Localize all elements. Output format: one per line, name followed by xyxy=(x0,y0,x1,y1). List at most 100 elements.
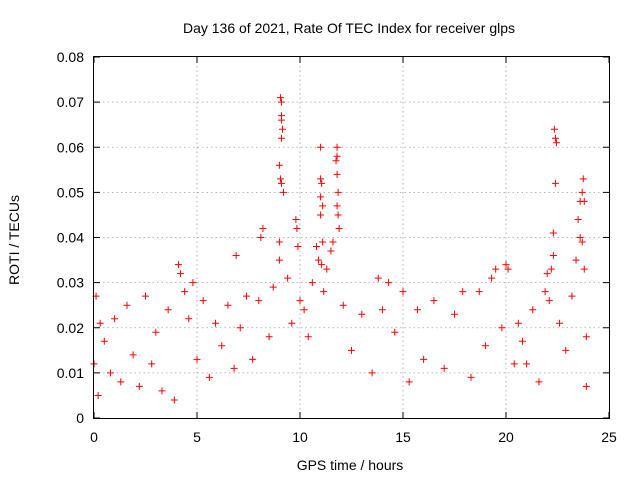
data-point xyxy=(255,297,263,305)
data-point xyxy=(578,238,586,246)
y-tick-label: 0.08 xyxy=(57,49,84,65)
data-point xyxy=(292,215,300,223)
data-point xyxy=(111,315,119,323)
data-point xyxy=(275,238,283,246)
data-point xyxy=(385,279,393,287)
data-point xyxy=(318,179,326,187)
data-point xyxy=(135,382,143,390)
data-point xyxy=(504,265,512,273)
y-tick-label: 0.03 xyxy=(57,275,84,291)
data-point xyxy=(510,360,518,368)
data-point xyxy=(94,391,102,399)
data-point xyxy=(549,229,557,237)
plot-frame xyxy=(93,56,610,419)
data-point xyxy=(277,98,285,106)
data-point xyxy=(288,319,296,327)
data-point xyxy=(164,306,172,314)
data-point xyxy=(318,261,326,269)
data-point xyxy=(304,333,312,341)
data-point xyxy=(550,125,558,133)
y-tick-label: 0 xyxy=(76,410,84,426)
data-point xyxy=(413,306,421,314)
data-point xyxy=(259,224,267,232)
data-point xyxy=(378,306,386,314)
data-point xyxy=(391,328,399,336)
data-point xyxy=(242,292,250,300)
data-point xyxy=(481,342,489,350)
data-point xyxy=(212,319,220,327)
data-point xyxy=(236,324,244,332)
data-point xyxy=(189,279,197,287)
y-tick-label: 0.07 xyxy=(57,94,84,110)
data-point xyxy=(334,188,342,196)
data-point xyxy=(276,94,284,102)
data-point xyxy=(492,265,500,273)
data-point xyxy=(523,360,531,368)
y-tick-label: 0.05 xyxy=(57,184,84,200)
data-point xyxy=(232,252,240,260)
data-point xyxy=(177,270,185,278)
data-point xyxy=(333,202,341,210)
data-point xyxy=(249,355,257,363)
data-point xyxy=(440,364,448,372)
data-point xyxy=(514,319,522,327)
data-point xyxy=(582,382,590,390)
data-point xyxy=(475,288,483,296)
data-point xyxy=(312,243,320,251)
data-point xyxy=(280,188,288,196)
x-axis-tick-labels: 0 5 10 15 20 25 xyxy=(90,429,617,445)
data-point xyxy=(317,193,325,201)
data-point xyxy=(152,328,160,336)
data-point xyxy=(576,234,584,241)
data-point xyxy=(117,378,125,386)
data-point xyxy=(333,143,341,151)
data-point xyxy=(420,355,428,363)
data-point xyxy=(358,310,366,318)
data-point xyxy=(224,301,232,309)
chart-title: Day 136 of 2021, Rate Of TEC Index for r… xyxy=(183,20,515,36)
data-point xyxy=(148,360,156,368)
data-point xyxy=(488,274,496,282)
data-point xyxy=(339,301,347,309)
data-point xyxy=(580,197,588,205)
data-point xyxy=(278,125,286,133)
data-point xyxy=(320,288,328,296)
x-tick-label: 10 xyxy=(292,429,308,445)
data-point xyxy=(374,274,382,282)
data-point xyxy=(100,337,108,345)
data-point xyxy=(294,243,302,251)
data-point xyxy=(123,301,131,309)
data-point xyxy=(205,373,213,381)
data-point xyxy=(467,373,475,381)
data-point xyxy=(498,324,506,332)
data-point xyxy=(332,157,340,165)
data-point xyxy=(181,288,189,296)
data-point xyxy=(327,247,335,255)
data-point xyxy=(335,224,343,232)
data-point xyxy=(199,297,207,305)
data-point xyxy=(276,175,284,183)
data-point xyxy=(319,202,327,210)
data-point xyxy=(459,288,467,296)
grid-lines xyxy=(94,57,609,418)
data-point xyxy=(300,306,308,314)
data-point xyxy=(518,337,526,345)
data-point xyxy=(399,288,407,296)
data-point xyxy=(579,175,587,183)
data-point xyxy=(129,351,137,359)
data-point xyxy=(185,315,193,323)
y-tick-label: 0.06 xyxy=(57,139,84,155)
data-point xyxy=(348,346,355,354)
data-point xyxy=(549,252,557,260)
data-point xyxy=(547,265,555,273)
data-point xyxy=(284,274,292,282)
data-point xyxy=(317,175,325,183)
y-tick-label: 0.01 xyxy=(57,365,84,381)
data-point xyxy=(333,170,341,178)
data-point xyxy=(572,256,580,264)
y-tick-label: 0.04 xyxy=(57,230,84,246)
data-point xyxy=(543,270,551,278)
data-point xyxy=(269,283,277,291)
data-point xyxy=(582,333,590,341)
